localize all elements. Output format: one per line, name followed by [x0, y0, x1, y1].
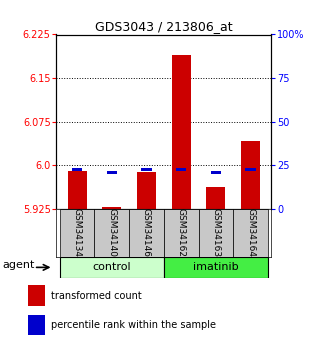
Bar — [28, 285, 45, 306]
Text: GSM34163: GSM34163 — [212, 208, 220, 257]
Bar — [141, 168, 152, 171]
Bar — [164, 209, 199, 257]
Bar — [107, 171, 117, 174]
Bar — [102, 207, 121, 209]
Text: control: control — [92, 263, 131, 272]
Bar — [60, 257, 164, 278]
Bar — [241, 141, 260, 209]
Bar — [245, 168, 256, 171]
Text: GSM34146: GSM34146 — [142, 208, 151, 257]
Bar — [137, 172, 156, 209]
Bar — [164, 257, 268, 278]
Bar — [211, 171, 221, 174]
Text: GSM34162: GSM34162 — [177, 208, 186, 257]
Bar — [172, 55, 191, 209]
Bar — [68, 171, 87, 209]
Bar — [233, 209, 268, 257]
Bar — [94, 209, 129, 257]
Text: transformed count: transformed count — [51, 290, 142, 300]
Bar — [206, 187, 225, 209]
Bar — [60, 209, 94, 257]
Text: percentile rank within the sample: percentile rank within the sample — [51, 320, 216, 330]
Text: GSM34140: GSM34140 — [107, 208, 116, 257]
Bar — [28, 315, 45, 335]
Text: GSM34134: GSM34134 — [72, 208, 81, 257]
Bar — [176, 168, 186, 171]
Bar — [199, 209, 233, 257]
Text: agent: agent — [3, 260, 35, 270]
Text: GSM34164: GSM34164 — [246, 208, 255, 257]
Bar — [129, 209, 164, 257]
Title: GDS3043 / 213806_at: GDS3043 / 213806_at — [95, 20, 233, 33]
Bar — [72, 168, 82, 171]
Text: imatinib: imatinib — [193, 263, 239, 272]
